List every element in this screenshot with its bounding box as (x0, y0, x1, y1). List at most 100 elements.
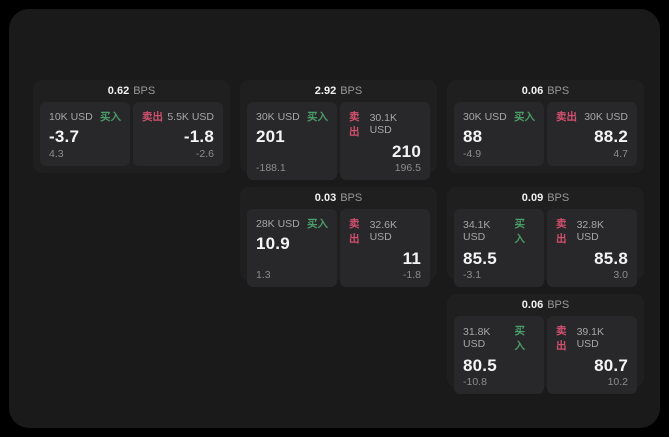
buy-sub-value: -3.1 (463, 269, 482, 281)
cards-grid: 0.62 BPS 10K USD 买入 -3.7 4.3 卖出 5.5K USD … (33, 80, 644, 394)
buy-sub-value: -10.8 (463, 376, 487, 388)
sell-panel-top: 卖出 30.1K USD (349, 109, 421, 139)
buy-panel[interactable]: 30K USD 买入 88 -4.9 (454, 102, 544, 166)
sell-amount: 39.1K USD (576, 326, 605, 350)
bps-unit-label: BPS (133, 85, 156, 97)
card-header: 2.92 BPS (240, 80, 437, 102)
sell-amount: 32.8K USD (576, 219, 605, 243)
sell-price: 88.2 (594, 127, 628, 146)
buy-panel-top: 31.8K USD 买入 (463, 323, 535, 353)
quote-card: 0.06 BPS 30K USD 买入 88 -4.9 卖出 30K USD 88… (447, 80, 644, 173)
sell-panel[interactable]: 卖出 30.1K USD 210 196.5 (340, 102, 430, 180)
buy-sub-value: -188.1 (256, 162, 286, 174)
buy-amount: 30K USD (256, 110, 300, 123)
buy-panel-top: 10K USD 买入 (49, 109, 121, 124)
sell-sub-value: 196.5 (394, 162, 421, 174)
sell-side-badge: 卖出 (556, 218, 567, 245)
quote-panels: 34.1K USD 买入 85.5 -3.1 卖出 32.8K USD 85.8… (447, 209, 644, 294)
card-header: 0.06 BPS (447, 80, 644, 102)
buy-sub-value: -4.9 (463, 148, 482, 160)
sell-amount: 30K USD (584, 110, 628, 123)
sell-sub-value: -2.6 (195, 148, 214, 160)
sell-side-badge: 卖出 (142, 111, 163, 123)
buy-side-badge: 买入 (100, 111, 121, 123)
card-header: 0.06 BPS (447, 294, 644, 316)
sell-amount: 5.5K USD (167, 110, 214, 123)
bps-value: 0.62 (107, 85, 130, 97)
quote-panels: 30K USD 买入 88 -4.9 卖出 30K USD 88.2 4.7 (447, 102, 644, 173)
bps-unit-label: BPS (340, 192, 363, 204)
bps-unit-label: BPS (547, 192, 570, 204)
sell-side-badge: 卖出 (556, 111, 577, 123)
buy-side-badge: 买入 (514, 111, 535, 123)
buy-sub-value: 4.3 (49, 148, 64, 160)
buy-amount: 10K USD (49, 110, 93, 123)
quote-card: 0.06 BPS 31.8K USD 买入 80.5 -10.8 卖出 39.1K… (447, 294, 644, 394)
buy-panel[interactable]: 28K USD 买入 10.9 1.3 (247, 209, 337, 287)
bps-unit-label: BPS (340, 85, 363, 97)
buy-price: 10.9 (256, 234, 290, 253)
sell-sub-value: 4.7 (613, 148, 628, 160)
sell-price: 11 (402, 249, 421, 268)
quote-card: 2.92 BPS 30K USD 买入 201 -188.1 卖出 30.1K U… (240, 80, 437, 180)
buy-panel-top: 28K USD 买入 (256, 216, 328, 231)
sell-panel[interactable]: 卖出 5.5K USD -1.8 -2.6 (133, 102, 223, 166)
bps-unit-label: BPS (547, 85, 570, 97)
buy-panel-top: 30K USD 买入 (463, 109, 535, 124)
buy-panel[interactable]: 31.8K USD 买入 80.5 -10.8 (454, 316, 544, 394)
buy-sub-value: 1.3 (256, 269, 271, 281)
sell-amount: 30.1K USD (369, 112, 398, 136)
sell-price: 85.8 (594, 249, 628, 268)
bps-value: 0.06 (521, 299, 544, 311)
bps-value: 0.06 (521, 85, 544, 97)
sell-sub-value: 10.2 (607, 376, 628, 388)
buy-panel-top: 30K USD 买入 (256, 109, 328, 124)
sell-sub-value: 3.0 (613, 269, 628, 281)
bps-value: 0.03 (314, 192, 337, 204)
buy-price: 201 (256, 127, 285, 146)
quote-card: 0.62 BPS 10K USD 买入 -3.7 4.3 卖出 5.5K USD … (33, 80, 230, 173)
card-header: 0.09 BPS (447, 187, 644, 209)
buy-amount: 31.8K USD (463, 326, 491, 350)
sell-price: 210 (392, 142, 421, 161)
bps-value: 2.92 (314, 85, 337, 97)
quote-card: 0.09 BPS 34.1K USD 买入 85.5 -3.1 卖出 32.8K … (447, 187, 644, 287)
buy-side-badge: 买入 (514, 218, 525, 245)
buy-panel-top: 34.1K USD 买入 (463, 216, 535, 246)
buy-price: 85.5 (463, 249, 497, 268)
buy-side-badge: 买入 (514, 325, 525, 352)
buy-price: 88 (463, 127, 483, 146)
quote-panels: 28K USD 买入 10.9 1.3 卖出 32.6K USD 11 -1.8 (240, 209, 437, 294)
quote-panels: 31.8K USD 买入 80.5 -10.8 卖出 39.1K USD 80.… (447, 316, 644, 401)
sell-panel[interactable]: 卖出 32.6K USD 11 -1.8 (340, 209, 430, 287)
sell-price: -1.8 (183, 127, 214, 146)
sell-panel-top: 卖出 32.6K USD (349, 216, 421, 246)
sell-panel[interactable]: 卖出 32.8K USD 85.8 3.0 (547, 209, 637, 287)
sell-amount: 32.6K USD (369, 219, 398, 243)
sell-sub-value: -1.8 (402, 269, 421, 281)
buy-price: 80.5 (463, 356, 497, 375)
sell-side-badge: 卖出 (556, 325, 567, 352)
sell-panel-top: 卖出 39.1K USD (556, 323, 628, 353)
buy-side-badge: 买入 (307, 218, 328, 230)
sell-panel[interactable]: 卖出 30K USD 88.2 4.7 (547, 102, 637, 166)
sell-panel[interactable]: 卖出 39.1K USD 80.7 10.2 (547, 316, 637, 394)
card-header: 0.62 BPS (33, 80, 230, 102)
app-window: 0.62 BPS 10K USD 买入 -3.7 4.3 卖出 5.5K USD … (9, 9, 660, 428)
quote-panels: 10K USD 买入 -3.7 4.3 卖出 5.5K USD -1.8 -2.… (33, 102, 230, 173)
sell-side-badge: 卖出 (349, 111, 360, 138)
buy-price: -3.7 (49, 127, 80, 146)
buy-panel[interactable]: 30K USD 买入 201 -188.1 (247, 102, 337, 180)
buy-panel[interactable]: 34.1K USD 买入 85.5 -3.1 (454, 209, 544, 287)
buy-amount: 34.1K USD (463, 219, 491, 243)
sell-panel-top: 卖出 5.5K USD (142, 109, 214, 124)
sell-panel-top: 卖出 32.8K USD (556, 216, 628, 246)
buy-amount: 28K USD (256, 217, 300, 230)
sell-price: 80.7 (594, 356, 628, 375)
buy-panel[interactable]: 10K USD 买入 -3.7 4.3 (40, 102, 130, 166)
quote-panels: 30K USD 买入 201 -188.1 卖出 30.1K USD 210 1… (240, 102, 437, 187)
sell-side-badge: 卖出 (349, 218, 360, 245)
buy-amount: 30K USD (463, 110, 507, 123)
quote-card: 0.03 BPS 28K USD 买入 10.9 1.3 卖出 32.6K USD… (240, 187, 437, 287)
buy-side-badge: 买入 (307, 111, 328, 123)
